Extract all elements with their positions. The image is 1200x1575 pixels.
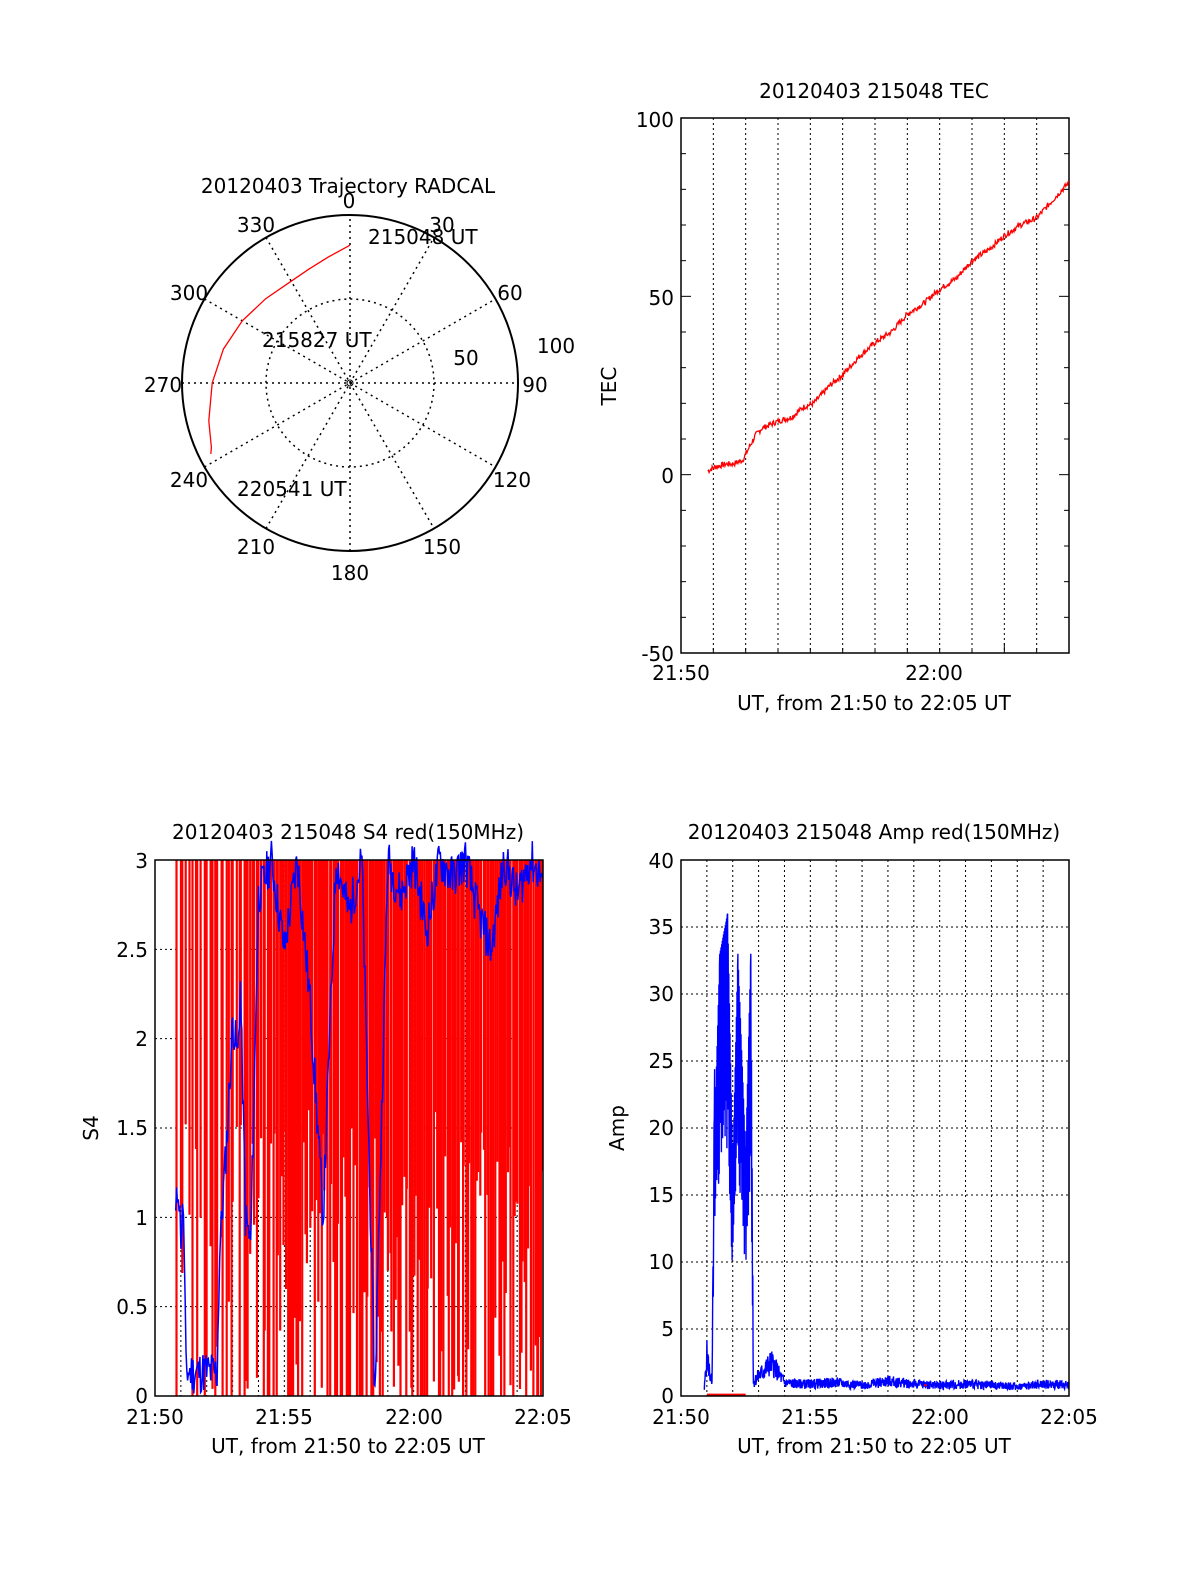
s4-ylabel: S4 [79,1115,103,1140]
amp-xtick-2205: 22:05 [1040,1405,1098,1429]
s4-plot-frame [154,859,544,1397]
amp-ytick-10: 10 [649,1250,674,1274]
amp-red-series [706,1384,927,1396]
amp-xtick-2150: 21:50 [652,1405,710,1429]
amp-plot-frame [680,859,1070,1397]
amp-xtick-2155: 21:55 [781,1405,839,1429]
amp-ytick-25: 25 [649,1049,674,1073]
s4-ytick-0.5: 0.5 [116,1295,148,1319]
amp-ytick-35: 35 [649,915,674,939]
tec-ytick-100: 100 [636,108,674,132]
angle-label-60: 60 [497,281,522,305]
tec-series [707,180,1070,475]
amp-grid [681,860,1069,1396]
amp-blue-series [703,913,1070,1392]
amp-ytick-20: 20 [649,1116,674,1140]
s4-ytick-1: 1 [135,1206,148,1230]
angle-label-180: 180 [331,561,369,585]
s4-ytick-3: 3 [135,849,148,873]
amp-xtick-2200: 22:00 [911,1405,969,1429]
angle-label-240: 240 [170,468,208,492]
s4-ytick-1.5: 1.5 [116,1116,148,1140]
trajectory-series [208,244,351,454]
polar-spoke-150 [265,237,435,529]
s4-panel: 20120403 215048 S4 red(150MHz) 0 0.5 1 1… [79,820,572,1458]
tec-plot-frame [680,117,1070,654]
amp-xlabel: UT, from 21:50 to 22:05 UT [737,1434,1012,1458]
s4-xtick-2205: 22:05 [514,1405,572,1429]
amp-ytick-40: 40 [649,849,674,873]
s4-xtick-2200: 22:00 [385,1405,443,1429]
annotation-end-time: 220541 UT [237,477,347,501]
s4-ytick-0: 0 [135,1384,148,1408]
annotation-start-time: 215048 UT [368,225,478,249]
angle-label-330: 330 [237,213,275,237]
tec-ytick-0: 0 [661,464,674,488]
tec-title: 20120403 215048 TEC [759,79,989,103]
tec-ytick-50: 50 [649,286,674,310]
s4-xtick-2150: 21:50 [126,1405,184,1429]
s4-xlabel: UT, from 21:50 to 22:05 UT [211,1434,486,1458]
tec-panel: 20120403 215048 TEC 100 50 0 -50 21:50 2… [597,79,1070,715]
angle-label-90: 90 [522,373,547,397]
angle-label-270: 270 [144,373,182,397]
s4-red-series [175,860,544,1396]
angle-label-30: 30 [429,213,454,237]
s4-ytick-2: 2 [135,1027,148,1051]
angle-label-150: 150 [423,535,461,559]
polar-angle-labels: 0 30 60 90 120 150 180 210 240 270 300 3… [144,189,548,585]
amp-ylabel: Amp [605,1105,629,1151]
polar-spokes [182,215,518,551]
tec-xlabel: UT, from 21:50 to 22:05 UT [737,691,1012,715]
angle-label-210: 210 [237,535,275,559]
amp-ytick-15: 15 [649,1183,674,1207]
angle-label-300: 300 [170,281,208,305]
amp-ytick-5: 5 [661,1317,674,1341]
amp-ytick-0: 0 [661,1384,674,1408]
tec-grid [712,118,1038,653]
amp-panel: 20120403 215048 Amp red(150MHz) 0 5 10 1… [605,820,1098,1458]
polar-center [346,379,354,387]
tec-ytick-minus50: -50 [641,642,674,666]
tec-ylabel: TEC [597,367,621,407]
amp-ytick-30: 30 [649,982,674,1006]
s4-xtick-2155: 21:55 [255,1405,313,1429]
annotation-mid-time: 215827 UT [262,328,372,352]
radial-label-50: 50 [453,346,478,370]
angle-label-0: 0 [343,189,356,213]
s4-ytick-2.5: 2.5 [116,938,148,962]
amp-title: 20120403 215048 Amp red(150MHz) [688,820,1060,844]
s4-title: 20120403 215048 S4 red(150MHz) [172,820,524,844]
polar-trajectory-panel: 20120403 Trajectory RADCAL 0 30 60 90 12… [144,174,575,585]
tec-xtick-2150: 21:50 [652,661,710,685]
polar-title: 20120403 Trajectory RADCAL [201,174,496,198]
angle-label-120: 120 [493,468,531,492]
radial-label-100: 100 [537,334,575,358]
tec-xtick-2200: 22:00 [905,661,963,685]
